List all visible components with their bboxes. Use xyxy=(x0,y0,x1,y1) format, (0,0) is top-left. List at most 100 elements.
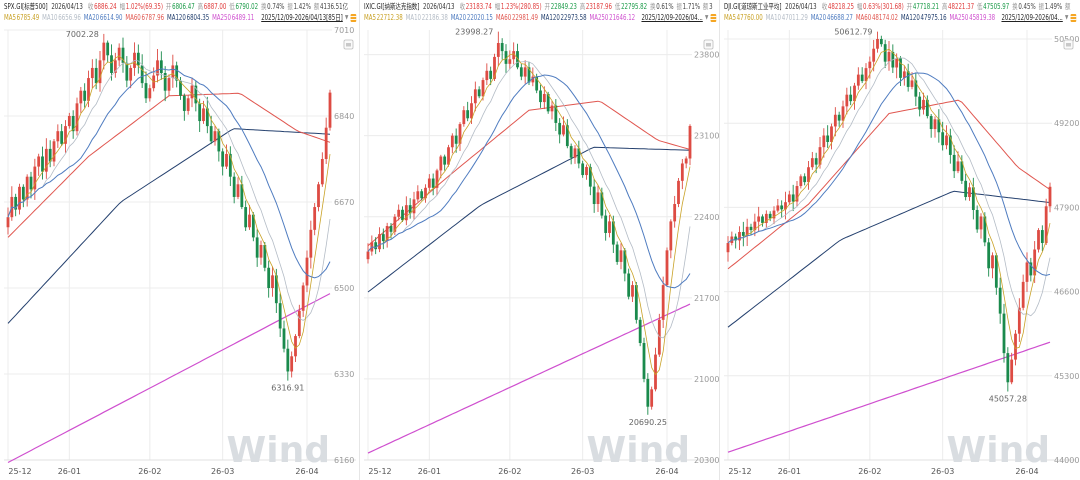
quote-header: DJI.GI[道琼斯工业平均] 2026/04/13 收48218.25 幅0.63%… xyxy=(724,1,1080,23)
field-label: 开 xyxy=(165,2,172,11)
svg-text:46600: 46600 xyxy=(1054,288,1079,297)
svg-text:26-03: 26-03 xyxy=(931,467,954,476)
field-label: 额 xyxy=(1065,2,1071,11)
ma20-label: MA20 xyxy=(83,13,100,22)
svg-text:26-01: 26-01 xyxy=(778,467,801,476)
date-range-selector[interactable]: 2025/12/09-2026/04... xyxy=(1001,13,1063,22)
field-value: 23187.96 xyxy=(585,2,612,11)
svg-text:44000: 44000 xyxy=(1054,456,1079,465)
candlestick-chart[interactable]: Wind 7002.28 6316.91 7010 6840 6670 6500 6330 61… xyxy=(0,24,360,480)
field-label: 换 xyxy=(260,2,267,11)
trade-date: 2026/04/13 xyxy=(785,2,817,11)
quote-line: IXIC.GI[纳斯达克指数] 2026/04/13 收23183.74 幅1.23%… xyxy=(364,1,719,12)
svg-text:50500: 50500 xyxy=(1054,35,1079,44)
field-value: 47718.21 xyxy=(912,2,939,11)
svg-text:6500: 6500 xyxy=(334,284,354,293)
panel-tool-icon[interactable] xyxy=(343,39,354,50)
ma120-value: 6804.35 xyxy=(186,13,210,22)
svg-text:6160: 6160 xyxy=(334,456,354,465)
field-label: 换 xyxy=(1012,2,1018,11)
field-label: 幅 xyxy=(856,2,863,11)
candlestick-chart[interactable]: Wind 50612.79 45057.28 50500 49200 47900 46600… xyxy=(720,24,1080,480)
ma250-label: MA250 xyxy=(589,13,609,22)
field-label: 收 xyxy=(459,2,466,11)
candles xyxy=(6,33,332,381)
trade-date: 2026/04/13 xyxy=(423,2,455,11)
chart-panel: DJI.GI[道琼斯工业平均] 2026/04/13 收48218.25 幅0.63%… xyxy=(720,0,1080,480)
field-label: 额 xyxy=(702,2,709,11)
svg-text:20300: 20300 xyxy=(694,456,719,465)
ma5-label: MA5 xyxy=(4,13,16,22)
field-label: 振 xyxy=(1038,2,1045,11)
ma10-value: 47011.29 xyxy=(781,13,808,22)
y-axis-labels: 23800 23100 22400 21700 21000 20300 xyxy=(694,51,719,465)
ma10-label: MA10 xyxy=(42,13,58,22)
ma250-value: 21646.12 xyxy=(609,13,636,22)
svg-text:26-04: 26-04 xyxy=(655,467,678,476)
candles xyxy=(726,31,1052,392)
ma250-value: 45819.38 xyxy=(969,13,996,22)
svg-text:22400: 22400 xyxy=(694,213,719,222)
svg-text:23100: 23100 xyxy=(694,132,719,141)
ma10-label: MA10 xyxy=(765,13,782,22)
ma120-label: MA120 xyxy=(167,13,186,22)
ma10-label: MA10 xyxy=(405,13,422,22)
svg-text:6670: 6670 xyxy=(334,198,354,207)
field-value: 6887.00 xyxy=(203,2,227,11)
chart-settings-icon[interactable] xyxy=(1070,13,1077,22)
field-value: 6886.24 xyxy=(94,2,117,11)
ma60-label: MA60 xyxy=(125,13,141,22)
candlestick-chart[interactable]: Wind 23998.27 20690.25 23800 23100 22400 21700… xyxy=(360,24,720,480)
x-axis-labels: 25-12 26-01 26-02 26-03 26-04 xyxy=(8,467,318,476)
field-value: 3 xyxy=(709,2,713,11)
ma5-label: MA5 xyxy=(364,13,376,22)
high-annotation: 7002.28 xyxy=(66,30,99,39)
ma250-label: MA250 xyxy=(212,13,231,22)
field-label: 开 xyxy=(906,2,913,11)
x-axis-labels: 25-12 26-01 26-02 26-03 26-04 xyxy=(368,467,678,476)
svg-text:26-01: 26-01 xyxy=(418,467,441,476)
field-value: 1.49% xyxy=(1044,2,1063,11)
field-value: 0.61% xyxy=(656,2,674,11)
field-label: 高 xyxy=(579,2,586,11)
field-label: 低 xyxy=(614,2,621,11)
range-group: 2025/12/09-2026/04/13[85日] ▼ xyxy=(261,12,359,23)
date-range-selector[interactable]: 2025/12/09-2026/04... xyxy=(641,13,703,22)
svg-text:26-02: 26-02 xyxy=(858,467,881,476)
svg-text:7010: 7010 xyxy=(334,26,354,35)
chevron-down-icon[interactable]: ▼ xyxy=(1064,14,1069,21)
panel-tool-icon[interactable] xyxy=(703,39,714,50)
field-label: 振 xyxy=(676,2,682,11)
low-annotation: 20690.25 xyxy=(629,418,667,427)
svg-text:26-02: 26-02 xyxy=(498,467,521,476)
field-label: 高 xyxy=(197,2,204,11)
ma20-label: MA20 xyxy=(450,13,467,22)
ma120-label: MA120 xyxy=(540,13,560,22)
candles xyxy=(366,31,692,415)
ma120-value: 47975.16 xyxy=(920,13,947,22)
wind-watermark: Wind xyxy=(947,430,1050,471)
y-axis-labels: 50500 49200 47900 46600 45300 44000 xyxy=(1054,35,1079,465)
field-value: 0.74% xyxy=(267,2,285,11)
high-annotation: 50612.79 xyxy=(834,28,872,37)
ma5-value: 6785.49 xyxy=(16,13,40,22)
chevron-down-icon[interactable]: ▼ xyxy=(344,14,349,21)
field-value: 1.71% xyxy=(682,2,701,11)
chart-settings-icon[interactable] xyxy=(350,13,357,22)
svg-text:26-03: 26-03 xyxy=(211,467,234,476)
svg-text:47900: 47900 xyxy=(1054,203,1079,212)
trade-date: 2026/04/13 xyxy=(51,2,83,11)
svg-text:26-04: 26-04 xyxy=(295,467,318,476)
ma5-value: 22712.38 xyxy=(376,13,403,22)
chevron-down-icon[interactable]: ▼ xyxy=(704,14,709,21)
field-value: 1.42% xyxy=(293,2,311,11)
svg-text:23800: 23800 xyxy=(694,51,719,60)
field-value: 1.02%(69.35) xyxy=(125,2,163,11)
date-range-selector[interactable]: 2025/12/09-2026/04/13[85日] xyxy=(261,13,343,22)
panel-tool-icon[interactable] xyxy=(1063,39,1074,50)
symbol-name: DJI.GI[道琼斯工业平均] xyxy=(724,2,782,11)
field-value: 48218.25 xyxy=(827,2,854,11)
ma-short-lines xyxy=(367,53,691,376)
ma60-value: 22981.49 xyxy=(511,13,539,22)
chart-settings-icon[interactable] xyxy=(710,13,717,22)
